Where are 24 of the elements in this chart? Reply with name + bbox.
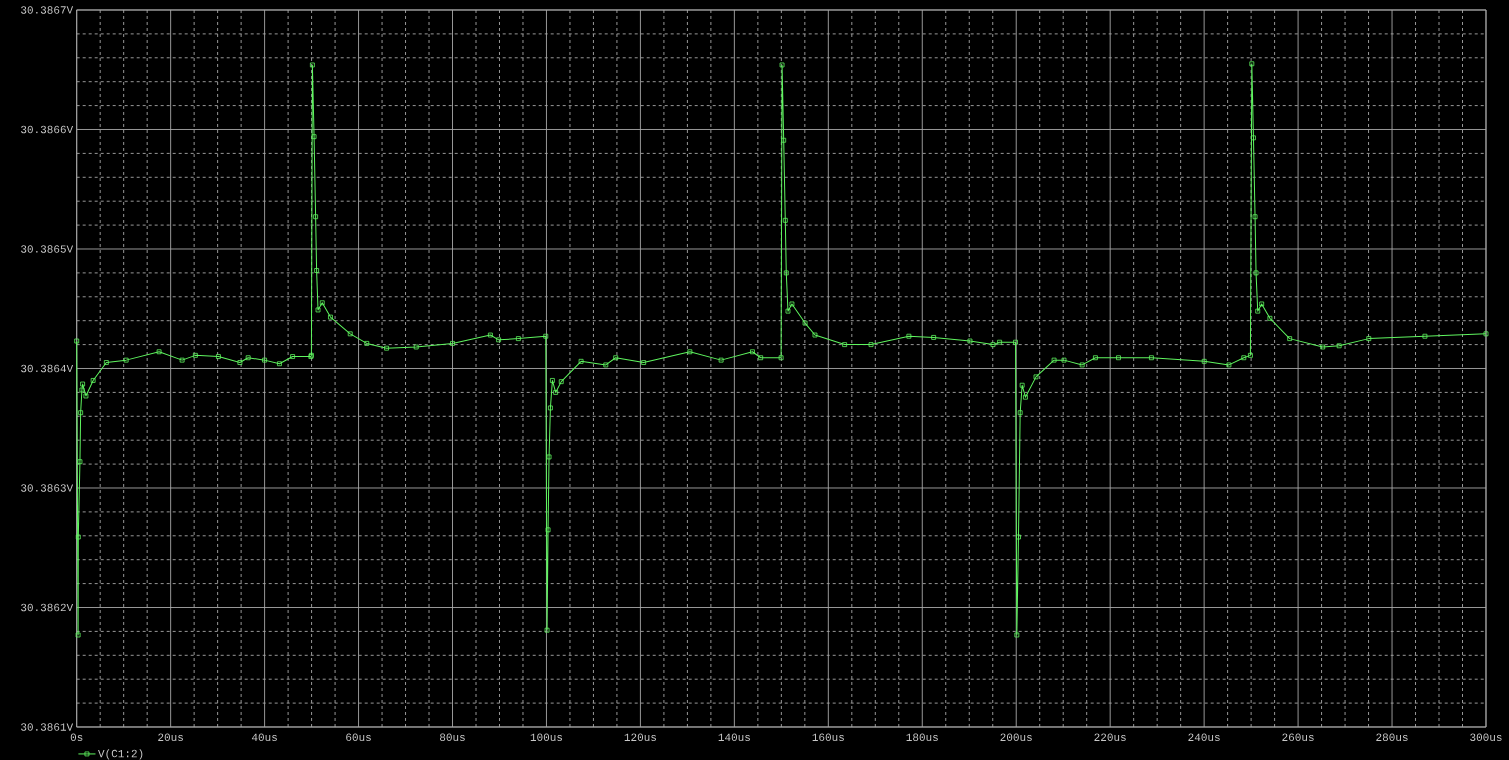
x-tick-label: 240us	[1188, 733, 1220, 741]
x-tick-label: 160us	[812, 733, 844, 741]
x-tick-label: 120us	[624, 733, 657, 741]
y-tick-label: 30.3862V	[21, 603, 74, 612]
x-tick-label: 0s	[70, 733, 83, 741]
x-tick-label: 260us	[1282, 733, 1314, 741]
x-tick-label: 180us	[906, 733, 938, 741]
x-tick-label: 20us	[158, 733, 183, 741]
y-tick-label: 30.3867V	[21, 6, 74, 14]
x-tick-label: 80us	[440, 733, 465, 741]
y-tick-label: 30.3865V	[21, 245, 74, 253]
legend-label: V(C1:2)	[98, 749, 143, 760]
y-tick-label: 30.3866V	[21, 125, 74, 134]
x-tick-label: 140us	[718, 733, 750, 741]
x-tick-label: 60us	[346, 733, 371, 741]
y-tick-label: 30.3861V	[21, 723, 74, 731]
x-tick-label: 280us	[1376, 733, 1408, 741]
x-tick-label: 40us	[251, 733, 277, 741]
y-tick-label: 30.3863V	[21, 484, 74, 492]
x-tick-label: 300us	[1470, 733, 1502, 741]
x-tick-label: 220us	[1094, 733, 1126, 741]
x-tick-label: 200us	[1000, 733, 1032, 741]
x-tick-label: 100us	[530, 733, 563, 741]
y-tick-label: 30.3864V	[21, 364, 74, 373]
